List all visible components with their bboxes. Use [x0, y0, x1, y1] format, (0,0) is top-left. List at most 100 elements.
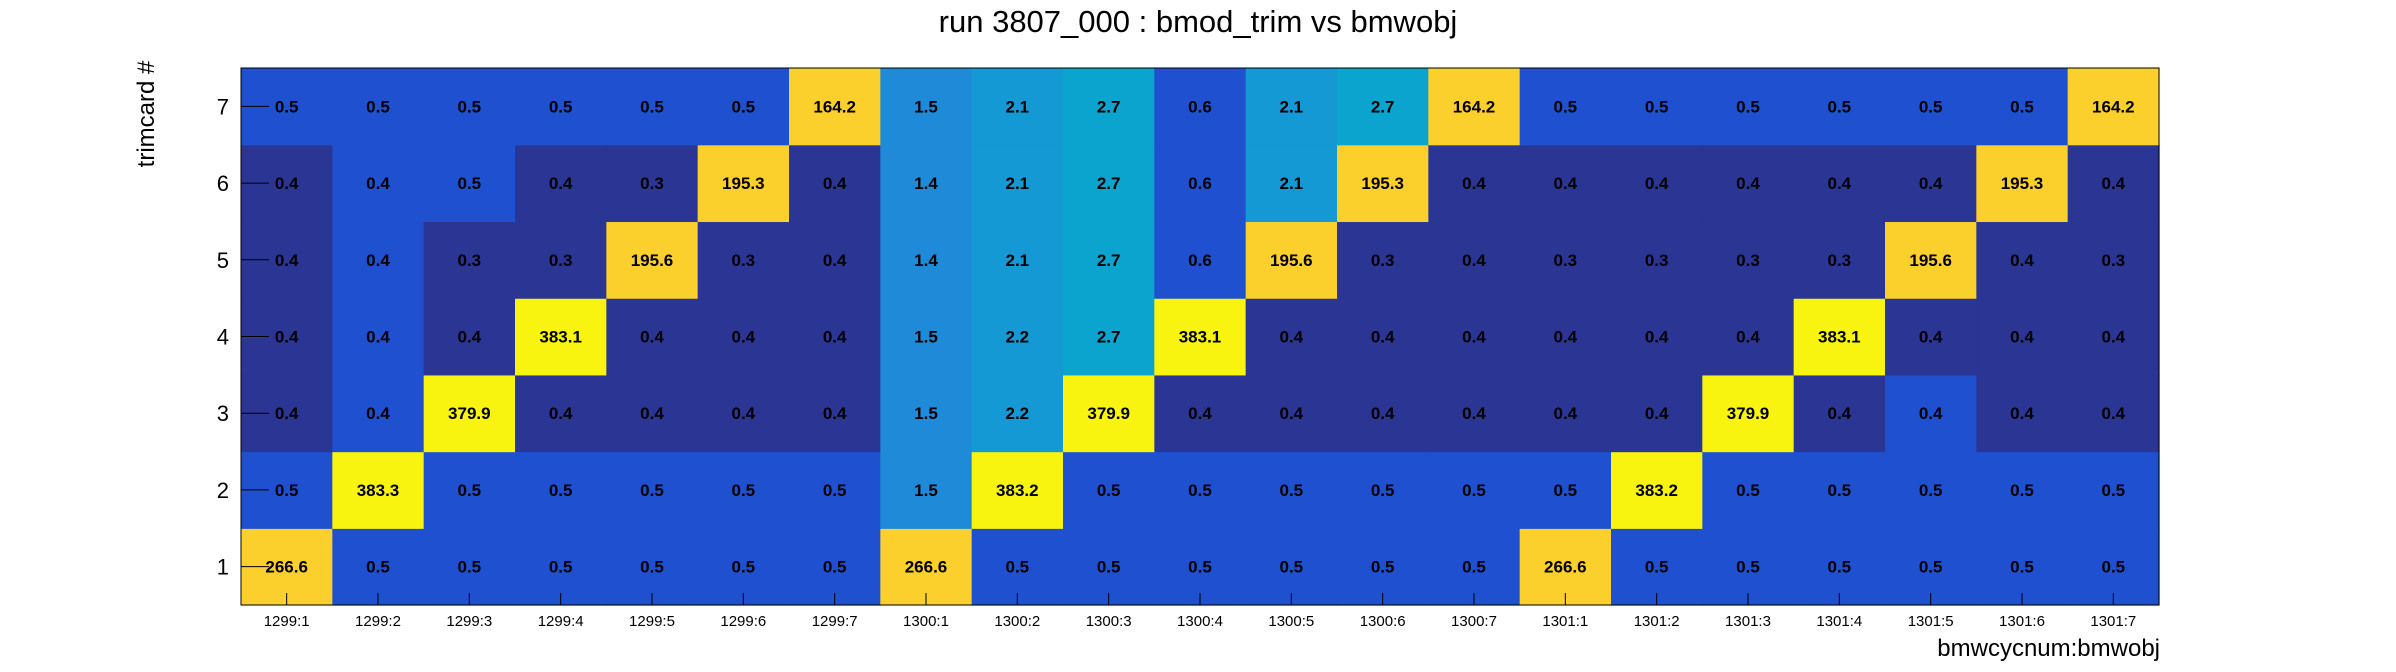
- cell-value-label: 0.4: [823, 328, 847, 347]
- heatmap-cell-r3-c19: [1885, 374, 1977, 453]
- cell-value-label: 1.5: [914, 404, 938, 423]
- y-tick-label: 7: [217, 94, 229, 119]
- cell-value-label: 0.4: [1371, 328, 1395, 347]
- cell-value-label: 0.5: [1462, 481, 1486, 500]
- heatmap-cell-r3-c20: [1976, 374, 2069, 453]
- cell-value-label: 0.4: [1645, 404, 1669, 423]
- cell-value-label: 266.6: [905, 558, 948, 577]
- cell-value-label: 383.2: [996, 481, 1039, 500]
- cell-value-label: 0.4: [1554, 174, 1578, 193]
- heatmap-cell-r5-c21: [2067, 221, 2160, 299]
- cell-value-label: 0.5: [458, 558, 482, 577]
- heatmap-cell-r2-c16: [1611, 451, 1703, 529]
- cell-value-label: 2.1: [1006, 174, 1030, 193]
- heatmap-cell-r7-c2: [332, 68, 425, 146]
- cell-value-label: 1.4: [914, 174, 938, 193]
- cell-value-label: 0.5: [640, 481, 664, 500]
- cell-value-label: 0.5: [1006, 558, 1030, 577]
- cell-value-label: 0.5: [823, 558, 847, 577]
- x-tick-label: 1300:6: [1360, 613, 1406, 630]
- heatmap-cell-r6-c14: [1428, 144, 1521, 223]
- heatmap-cell-r5-c5: [606, 221, 699, 299]
- cell-value-label: 0.4: [1462, 174, 1486, 193]
- cell-value-label: 2.7: [1097, 97, 1121, 116]
- x-tick-label: 1301:5: [1908, 613, 1954, 630]
- heatmap-cell-r5-c9: [971, 221, 1064, 299]
- heatmap-cell-r5-c6: [697, 221, 790, 299]
- heatmap-cell-r7-c14: [1428, 68, 1521, 146]
- heatmap-cell-r7-c13: [1337, 68, 1429, 146]
- cell-value-label: 0.4: [2010, 251, 2034, 270]
- heatmap-cell-r1-c3: [423, 528, 516, 606]
- x-tick-label: 1300:7: [1451, 613, 1497, 630]
- heatmap-cell-r4-c11: [1154, 298, 1247, 376]
- heatmap-cell-r1-c10: [1063, 528, 1155, 606]
- heatmap-cell-r7-c15: [1519, 68, 1612, 146]
- cell-value-label: 195.3: [1361, 174, 1404, 193]
- heatmap-cell-r6-c11: [1154, 144, 1247, 223]
- heatmap-cell-r5-c17: [1702, 221, 1795, 299]
- heatmap-cell-r6-c16: [1611, 144, 1703, 223]
- cell-value-label: 0.5: [366, 558, 390, 577]
- heatmap-cell-r7-c5: [606, 68, 699, 146]
- y-tick-label: 2: [217, 478, 229, 503]
- cell-value-label: 0.4: [458, 328, 482, 347]
- heatmap-cell-r6-c4: [515, 144, 607, 223]
- heatmap-cell-r1-c11: [1154, 528, 1247, 606]
- x-tick-label: 1301:6: [1999, 613, 2045, 630]
- cell-value-label: 0.5: [1736, 558, 1760, 577]
- cell-value-label: 195.3: [2001, 174, 2044, 193]
- cell-value-label: 0.5: [549, 97, 573, 116]
- cell-value-label: 0.4: [823, 251, 847, 270]
- heatmap-cell-r7-c4: [515, 68, 607, 146]
- cell-value-label: 0.4: [1462, 404, 1486, 423]
- cell-value-label: 0.5: [732, 558, 756, 577]
- cell-value-label: 1.5: [914, 97, 938, 116]
- cell-value-label: 0.4: [1462, 251, 1486, 270]
- heatmap-cell-r7-c8: [880, 68, 973, 146]
- cell-value-label: 0.5: [1919, 558, 1943, 577]
- cell-value-label: 0.4: [275, 328, 299, 347]
- heatmap-cell-r5-c3: [423, 221, 516, 299]
- heatmap-cell-r5-c12: [1245, 221, 1338, 299]
- cell-value-label: 0.4: [1371, 404, 1395, 423]
- x-axis-label: bmwcycnum:bmwobj: [1937, 635, 2160, 662]
- y-tick-label: 1: [217, 555, 229, 580]
- heatmap-cell-r6-c12: [1245, 144, 1338, 223]
- heatmap-cell-r5-c13: [1337, 221, 1429, 299]
- cell-value-label: 0.5: [823, 481, 847, 500]
- x-tick-label: 1300:1: [903, 613, 949, 630]
- heatmap-cell-r3-c10: [1063, 374, 1155, 453]
- heatmap-cell-r1-c20: [1976, 528, 2069, 606]
- cell-value-label: 0.5: [1188, 558, 1212, 577]
- cell-value-label: 0.4: [1919, 174, 1943, 193]
- cell-value-label: 0.5: [549, 481, 573, 500]
- heatmap-cell-r5-c15: [1519, 221, 1612, 299]
- heatmap-cell-r5-c19: [1885, 221, 1977, 299]
- heatmap-cell-r6-c18: [1793, 144, 1886, 223]
- heatmap-cell-r3-c9: [971, 374, 1064, 453]
- cell-value-label: 0.4: [1280, 328, 1304, 347]
- heatmap-cell-r7-c12: [1245, 68, 1338, 146]
- cell-value-label: 0.4: [2010, 328, 2034, 347]
- heatmap-cell-r4-c5: [606, 298, 699, 376]
- heatmap-cell-r1-c13: [1337, 528, 1429, 606]
- cell-value-label: 0.3: [458, 251, 482, 270]
- heatmap-cell-r6-c6: [697, 144, 790, 223]
- heatmap-cell-r7-c6: [697, 68, 790, 146]
- cell-value-label: 383.3: [357, 481, 400, 500]
- heatmap-cell-r2-c20: [1976, 451, 2069, 529]
- cell-value-label: 0.5: [1828, 97, 1852, 116]
- x-tick-label: 1299:7: [812, 613, 858, 630]
- heatmap-cell-r3-c21: [2067, 374, 2160, 453]
- heatmap-cell-r5-c20: [1976, 221, 2069, 299]
- cell-value-label: 0.4: [823, 404, 847, 423]
- cell-value-label: 2.2: [1006, 328, 1030, 347]
- cell-value-label: 0.4: [366, 404, 390, 423]
- heatmap-cell-r3-c6: [697, 374, 790, 453]
- cell-value-label: 2.1: [1280, 174, 1304, 193]
- cell-value-label: 0.5: [1554, 481, 1578, 500]
- cell-value-label: 0.5: [640, 558, 664, 577]
- chart-title: run 3807_000 : bmod_trim vs bmwobj: [939, 4, 1458, 39]
- heatmap-cell-r1-c8: [880, 528, 973, 606]
